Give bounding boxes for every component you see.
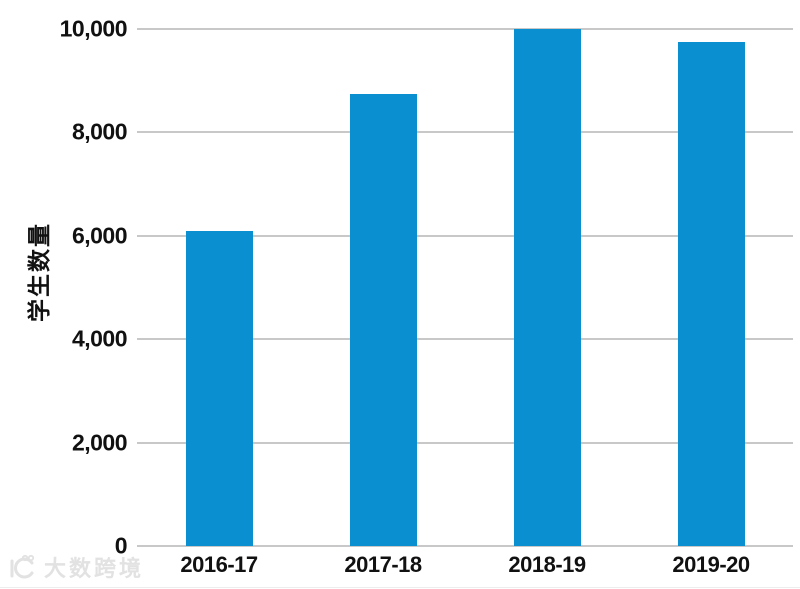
gridline [137,28,793,30]
gridline [137,441,793,444]
y-tick-label: 10,000 [59,15,128,42]
x-axis-line [137,545,793,547]
x-axis-tick-labels: 2016-17 2017-18 2018-19 2019-20 [137,552,793,578]
bar [677,41,745,546]
bar-band [465,29,629,546]
x-tick-label: 2018-19 [508,552,586,577]
plot-area [137,28,793,547]
y-axis-tick-labels: 0 2,000 4,000 6,000 8,000 10,000 [0,16,128,559]
bar-band [137,29,301,546]
bar [349,93,417,546]
y-tick-label: 0 [114,532,128,559]
y-tick-label: 4,000 [71,325,128,352]
y-tick-label: 8,000 [71,118,128,145]
watermark-logo-icon [8,554,38,580]
gridline [137,131,793,134]
bar-band [301,29,465,546]
bar-band [629,29,793,546]
gridline [137,338,793,341]
bar [513,29,581,546]
watermark: 大数跨境 [8,551,144,583]
x-tick-label: 2016-17 [180,552,258,577]
gridline [137,234,793,237]
y-tick-label: 6,000 [71,222,128,249]
bar [185,230,253,546]
bottom-hairline [0,587,800,588]
watermark-text: 大数跨境 [44,556,145,581]
bars-layer [137,29,793,546]
y-tick-label: 2,000 [71,429,128,456]
x-tick-label: 2019-20 [672,552,750,577]
x-tick-label: 2017-18 [344,552,422,577]
